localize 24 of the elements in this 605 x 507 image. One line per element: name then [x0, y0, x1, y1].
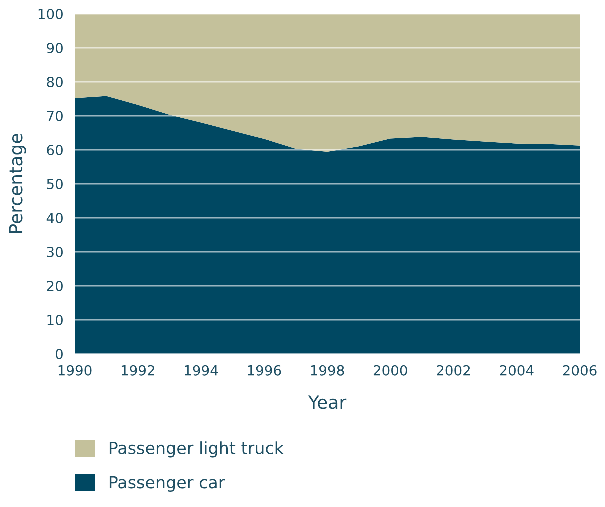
- x-tick-label: 1994: [185, 365, 218, 376]
- y-tick-label: 0: [56, 348, 63, 360]
- y-tick-label: 70: [47, 110, 63, 122]
- legend-label: Passenger car: [110, 476, 226, 492]
- y-tick-label: 10: [48, 314, 63, 326]
- y-tick-label: 60: [47, 144, 63, 156]
- y-tick-label: 30: [47, 246, 63, 258]
- x-tick-label: 2000: [374, 365, 408, 376]
- y-tick-label: 100: [38, 8, 63, 20]
- x-tick-label: 1990: [58, 365, 92, 376]
- y-axis-title: Percentage: [9, 134, 26, 234]
- x-tick-label: 1996: [248, 365, 282, 376]
- x-tick-label: 2004: [500, 365, 534, 376]
- y-tick-label: 90: [47, 42, 63, 54]
- x-tick-label: 1998: [311, 365, 344, 376]
- x-tick-label: 1992: [122, 365, 154, 376]
- legend-label: Passenger light truck: [110, 442, 284, 458]
- x-tick-label: 2002: [437, 365, 470, 376]
- y-tick-label: 40: [46, 212, 63, 224]
- y-tick-label: 50: [47, 178, 63, 190]
- x-tick-label: 2006: [563, 365, 597, 376]
- x-axis-title: Year: [308, 396, 347, 410]
- y-tick-label: 20: [47, 280, 63, 292]
- y-tick-label: 80: [47, 76, 63, 88]
